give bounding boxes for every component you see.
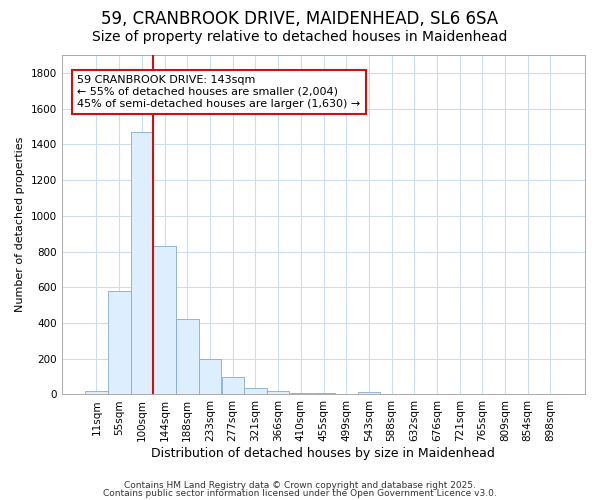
Text: Contains HM Land Registry data © Crown copyright and database right 2025.: Contains HM Land Registry data © Crown c… [124,481,476,490]
Text: Contains public sector information licensed under the Open Government Licence v3: Contains public sector information licen… [103,488,497,498]
Bar [85,391,107,394]
Text: 59 CRANBROOK DRIVE: 143sqm
← 55% of detached houses are smaller (2,004)
45% of s: 59 CRANBROOK DRIVE: 143sqm ← 55% of deta… [77,76,361,108]
Bar [358,392,380,394]
Bar [108,291,131,395]
Bar [267,391,289,394]
Bar [313,392,335,394]
Bar [244,388,266,394]
Text: 59, CRANBROOK DRIVE, MAIDENHEAD, SL6 6SA: 59, CRANBROOK DRIVE, MAIDENHEAD, SL6 6SA [101,10,499,28]
Bar [199,358,221,394]
Bar [221,376,244,394]
Text: Size of property relative to detached houses in Maidenhead: Size of property relative to detached ho… [92,30,508,44]
Bar [176,320,199,394]
Y-axis label: Number of detached properties: Number of detached properties [15,137,25,312]
X-axis label: Distribution of detached houses by size in Maidenhead: Distribution of detached houses by size … [151,447,495,460]
Bar [154,246,176,394]
Bar [131,132,153,394]
Bar [290,392,312,394]
